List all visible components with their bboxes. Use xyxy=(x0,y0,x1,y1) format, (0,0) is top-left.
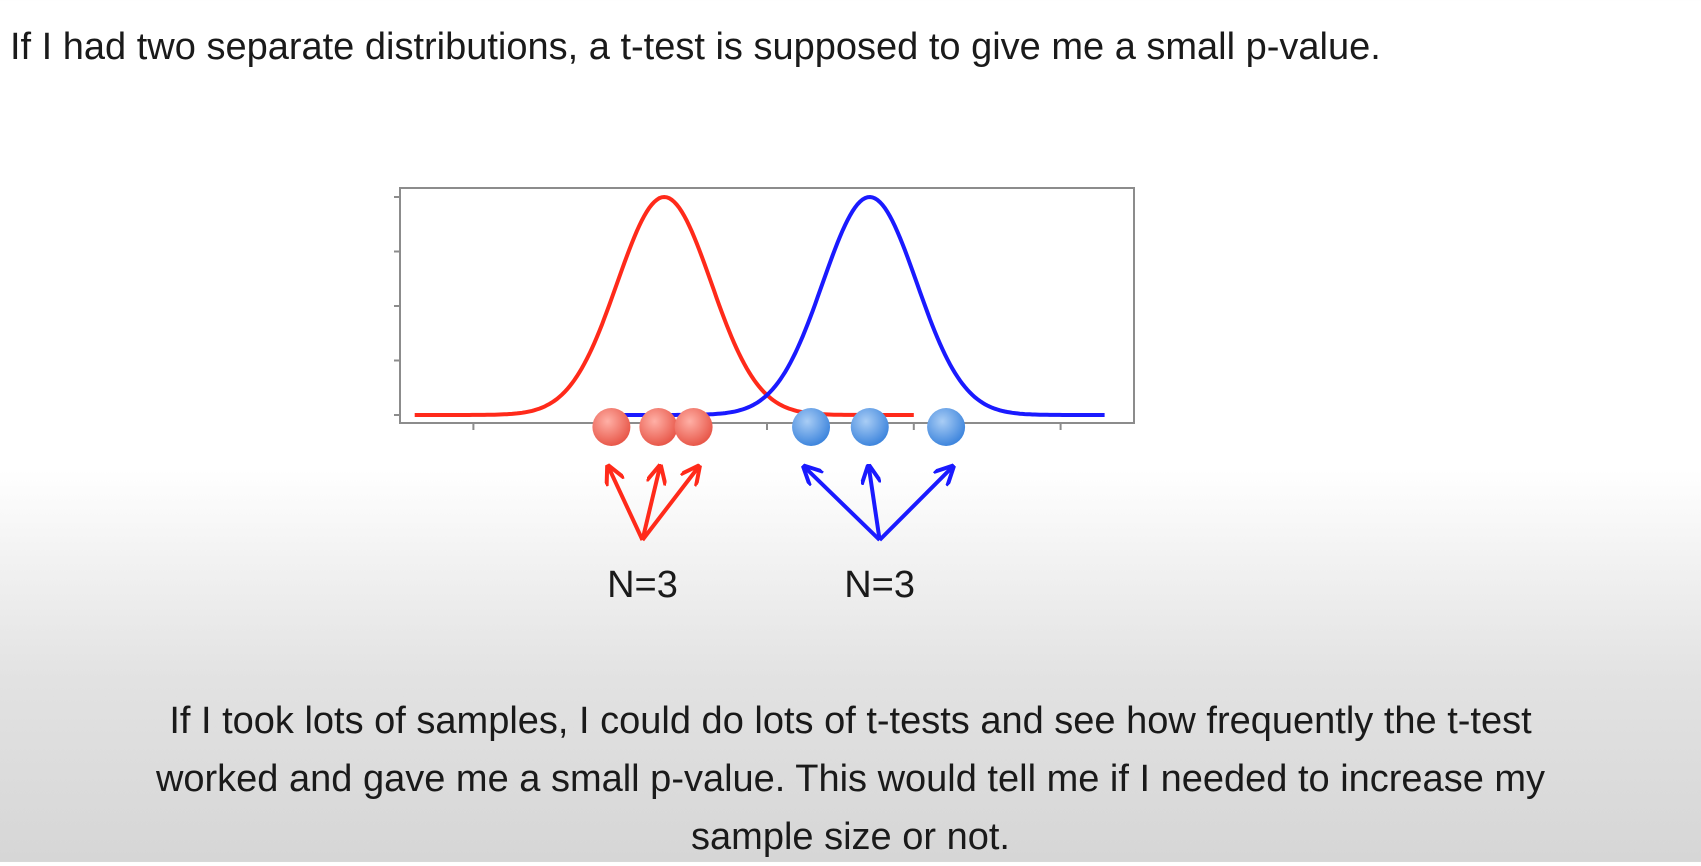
sample-arrow-blue xyxy=(806,468,882,542)
sample-arrow-red xyxy=(640,468,697,542)
bottom-caption-line-2: worked and gave me a small p-value. This… xyxy=(155,758,1546,800)
sample-size-label-red: N=3 xyxy=(607,564,678,606)
sample-point-red xyxy=(674,408,713,446)
sample-arrow-blue xyxy=(869,468,882,541)
sample-arrow-red xyxy=(640,468,659,541)
sample-points xyxy=(592,408,966,446)
sample-size-label-blue: N=3 xyxy=(844,564,915,606)
sample-point-blue xyxy=(850,408,889,446)
sample-size-labels: N=3 N=3 xyxy=(607,564,915,606)
sample-point-red xyxy=(639,408,678,446)
sample-point-red xyxy=(592,408,631,446)
bottom-caption: If I took lots of samples, I could do lo… xyxy=(0,692,1701,866)
sample-arrow-blue xyxy=(878,468,952,542)
bottom-caption-line-1: If I took lots of samples, I could do lo… xyxy=(169,700,1532,742)
bottom-caption-line-3: sample size or not. xyxy=(691,816,1010,858)
distribution-curve-red xyxy=(414,194,914,417)
sample-point-blue xyxy=(792,408,831,446)
plot-frame xyxy=(399,187,1135,424)
sample-arrow-red xyxy=(609,468,645,541)
sample-arrows xyxy=(609,468,952,542)
sample-point-blue xyxy=(927,408,966,446)
top-caption: If I had two separate distributions, a t… xyxy=(10,26,1381,68)
